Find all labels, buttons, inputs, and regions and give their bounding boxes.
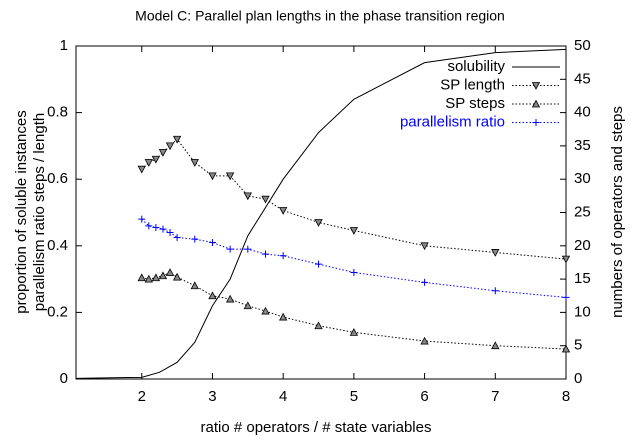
- marker: [158, 149, 168, 157]
- y2-tick-label: 20: [574, 237, 591, 254]
- marker: [314, 219, 323, 227]
- marker: [279, 207, 288, 215]
- marker: [421, 278, 429, 286]
- x-tick-label: 3: [208, 388, 216, 405]
- legend-marker: [532, 119, 540, 126]
- marker: [491, 341, 500, 350]
- marker: [279, 252, 287, 260]
- x-tick-label: 4: [279, 388, 287, 405]
- y2-tick-label: 30: [574, 170, 591, 187]
- legend-label: SP steps: [445, 95, 505, 112]
- series-line: [141, 138, 567, 260]
- legend-marker: [531, 82, 541, 90]
- marker: [315, 260, 323, 268]
- marker: [349, 328, 359, 336]
- marker: [420, 336, 429, 345]
- marker: [165, 142, 175, 151]
- marker: [349, 227, 359, 235]
- marker: [261, 195, 270, 204]
- marker: [314, 321, 323, 330]
- y-tick-label: 1: [60, 37, 68, 54]
- x-tick-label: 7: [491, 388, 499, 405]
- chart-title: Model C: Parallel plan lengths in the ph…: [135, 8, 505, 24]
- marker: [144, 274, 153, 283]
- legend-label: SP length: [440, 76, 505, 93]
- y2-tick-label: 45: [574, 70, 591, 87]
- series-line: [75, 48, 567, 379]
- marker: [226, 245, 234, 253]
- marker: [243, 301, 252, 310]
- y-tick-label: 0.8: [47, 104, 68, 121]
- marker: [166, 228, 174, 236]
- y-axis-label: parallelism ratio steps / length: [31, 113, 48, 311]
- marker: [137, 273, 146, 282]
- marker: [279, 312, 288, 321]
- y2-tick-label: 15: [574, 270, 591, 287]
- x-axis-label: ratio # operators / # state variables: [201, 419, 432, 436]
- marker: [561, 344, 571, 353]
- marker: [261, 250, 269, 258]
- marker: [261, 306, 270, 315]
- y2-tick-label: 10: [574, 303, 591, 320]
- y-tick-label: 0.2: [47, 303, 68, 320]
- legend-label: parallelism ratio: [400, 113, 505, 130]
- marker: [137, 165, 146, 174]
- legend-label: solubility: [447, 58, 505, 75]
- marker: [190, 159, 199, 167]
- marker: [151, 155, 161, 164]
- y-tick-label: 0: [60, 370, 68, 387]
- marker: [225, 172, 235, 181]
- marker: [225, 294, 235, 303]
- y-tick-label: 0.4: [47, 237, 68, 254]
- legend-marker: [531, 99, 541, 108]
- marker: [144, 159, 153, 167]
- x-tick-label: 2: [138, 388, 146, 405]
- marker: [159, 225, 167, 233]
- x-tick-label: 6: [420, 388, 428, 405]
- marker: [138, 215, 146, 223]
- marker: [145, 222, 153, 230]
- marker: [158, 271, 168, 280]
- marker: [208, 291, 217, 300]
- y2-tick-label: 50: [574, 37, 591, 54]
- marker: [208, 238, 216, 246]
- y2-tick-label: 40: [574, 104, 591, 121]
- marker: [191, 235, 199, 243]
- marker: [562, 293, 570, 301]
- marker: [152, 223, 160, 231]
- marker: [190, 281, 199, 290]
- marker: [208, 172, 217, 181]
- y2-axis-label: numbers of operators and steps: [609, 106, 626, 318]
- marker: [420, 242, 429, 251]
- y2-tick-label: 5: [574, 337, 582, 354]
- marker: [350, 268, 358, 276]
- y2-tick-label: 35: [574, 137, 591, 154]
- y-tick-label: 0.6: [47, 170, 68, 187]
- y2-tick-label: 25: [574, 203, 591, 220]
- x-tick-label: 5: [350, 388, 358, 405]
- marker: [172, 135, 182, 144]
- x-tick-label: 8: [562, 388, 570, 405]
- marker: [172, 272, 182, 281]
- marker: [491, 249, 500, 257]
- marker: [243, 192, 252, 201]
- y2-tick-label: 0: [574, 370, 582, 387]
- series-line: [141, 271, 567, 350]
- marker: [173, 233, 181, 241]
- y-axis-label: proportion of soluble instances: [13, 110, 30, 313]
- marker: [165, 268, 175, 276]
- marker: [491, 287, 499, 295]
- marker: [151, 273, 161, 282]
- marker: [561, 255, 571, 264]
- marker: [244, 245, 252, 253]
